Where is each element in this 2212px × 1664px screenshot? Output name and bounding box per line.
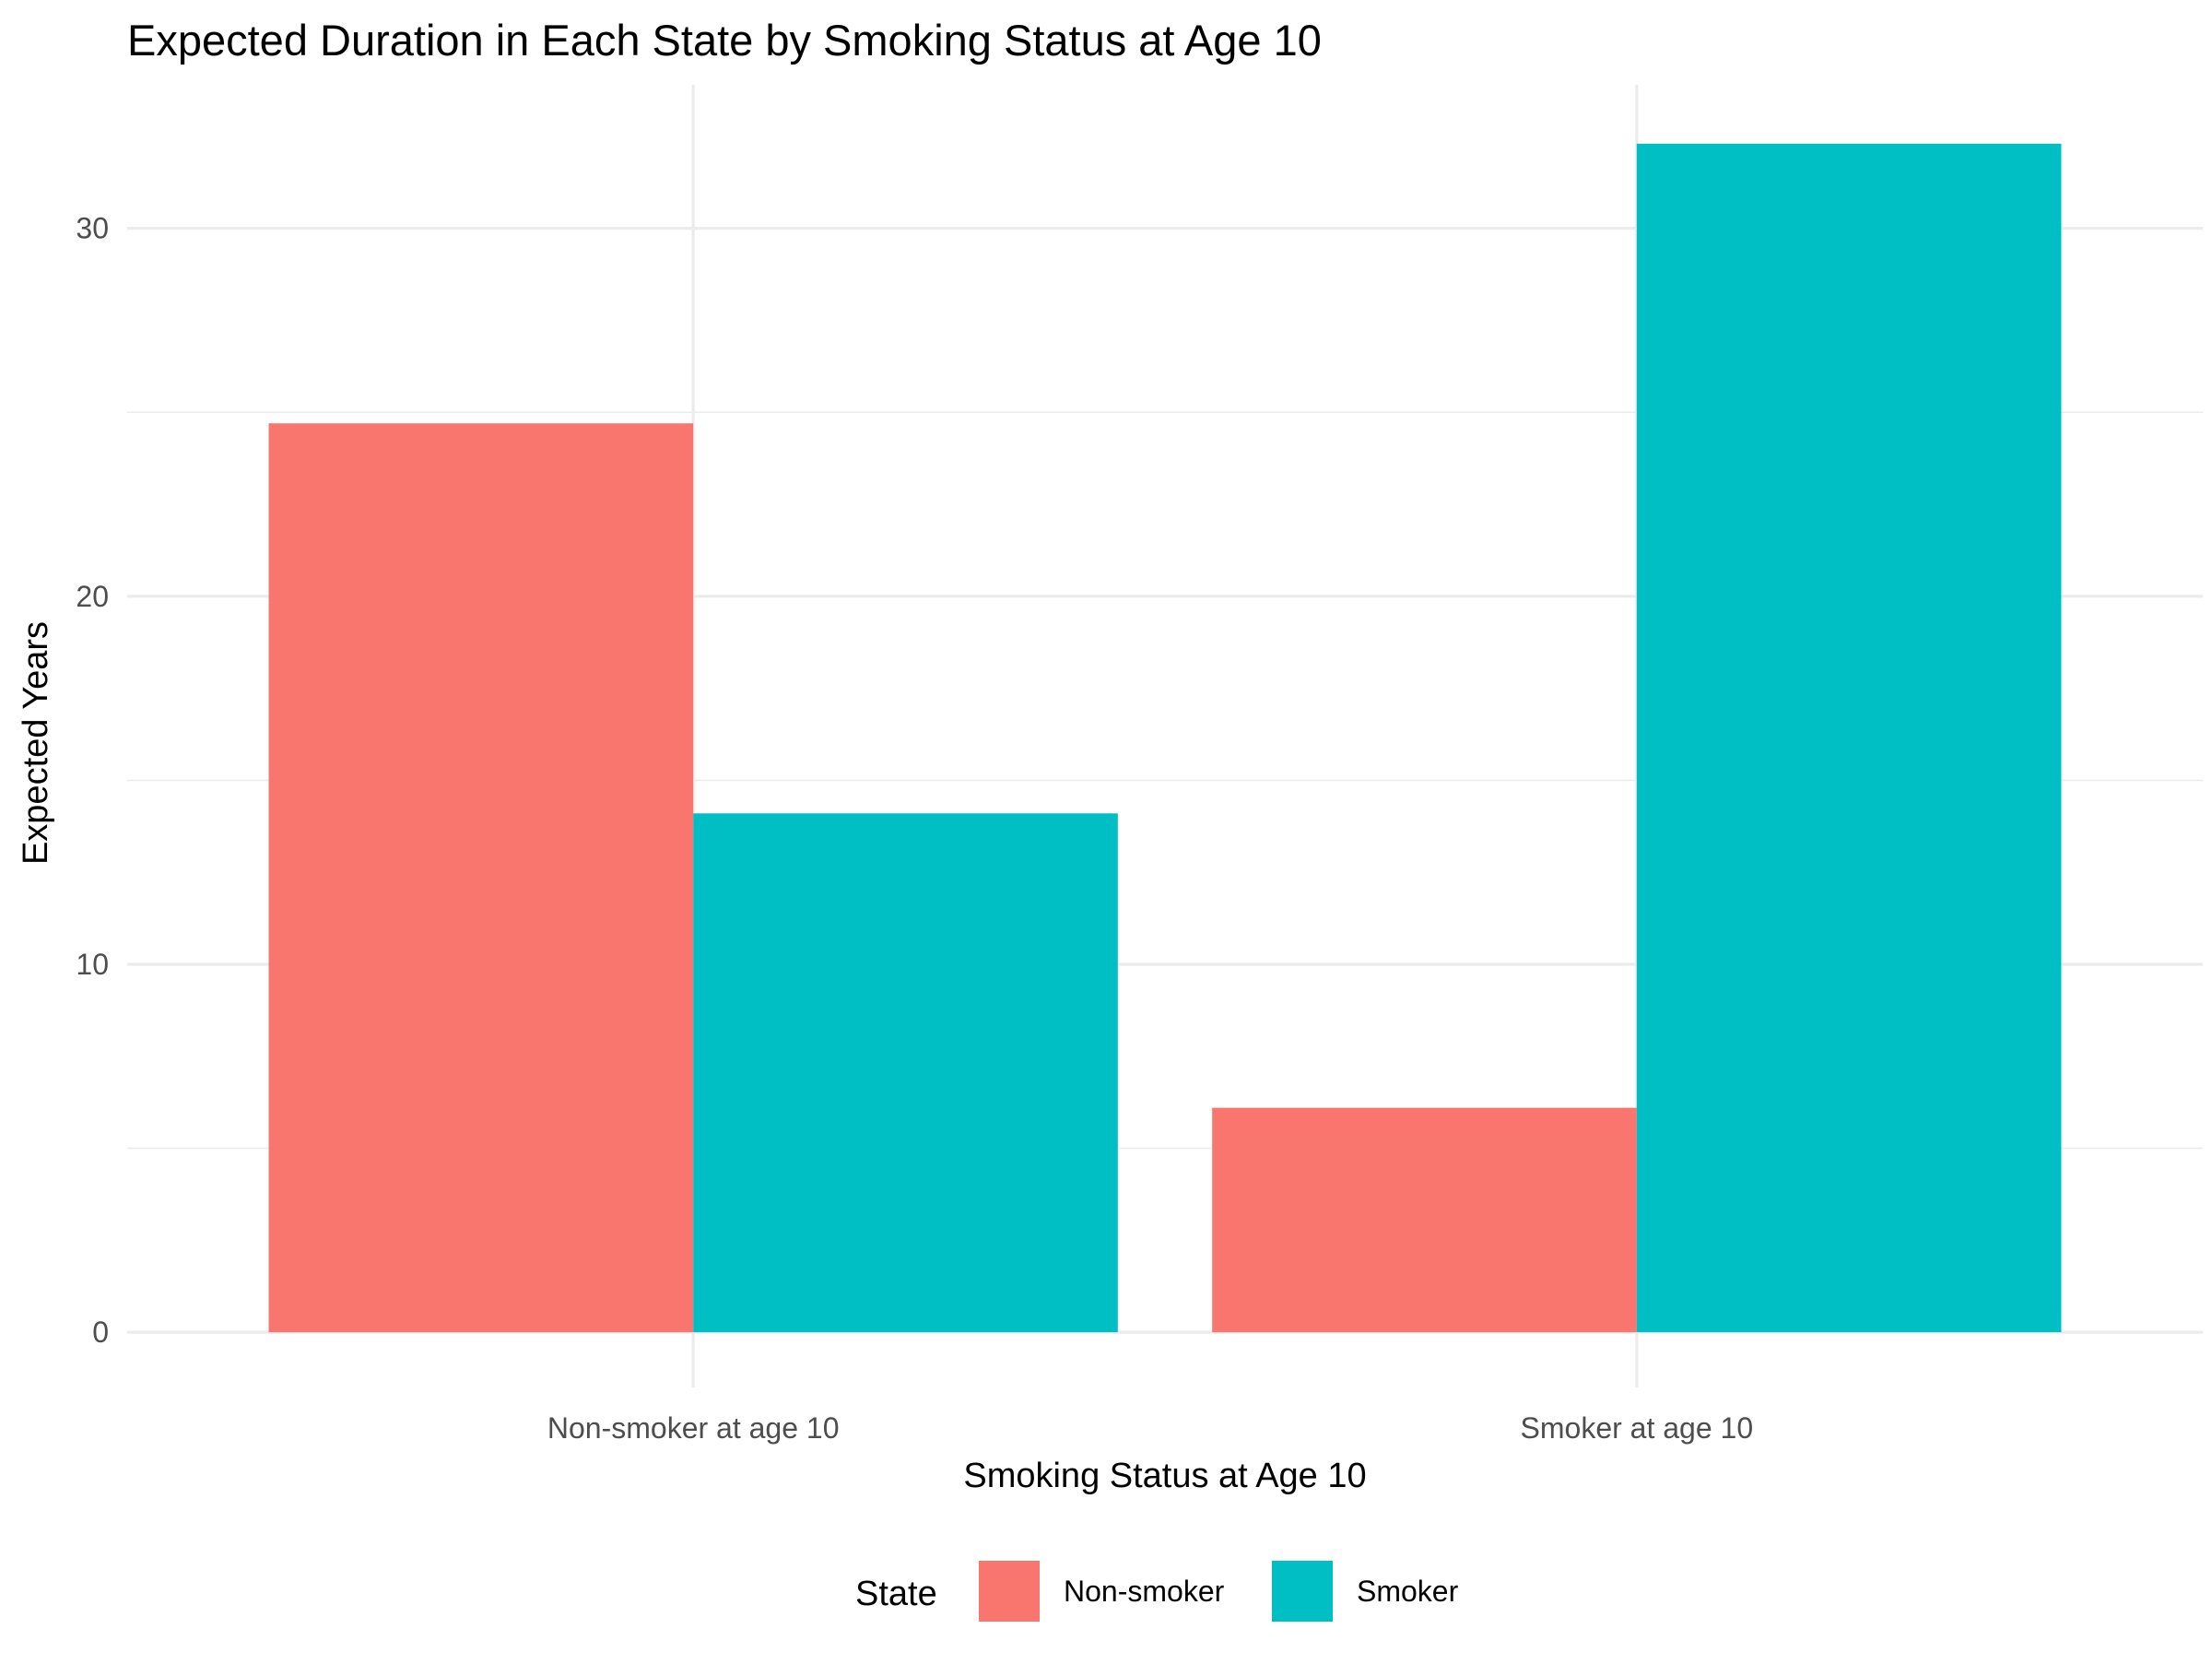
legend-label-non-smoker: Non-smoker: [1064, 1575, 1225, 1608]
legend-items: Non-smoker Smoker: [979, 1561, 1459, 1622]
x-tick-label: Non-smoker at age 10: [547, 1411, 840, 1445]
y-tick-label: 20: [76, 580, 109, 613]
x-axis-ticks: Non-smoker at age 10 Smoker at age 10: [547, 1411, 1753, 1445]
legend-title: State: [855, 1575, 937, 1613]
x-tick-label: Smoker at age 10: [1521, 1411, 1754, 1445]
legend-key-non-smoker: [979, 1561, 1040, 1622]
y-tick-label: 30: [76, 212, 109, 245]
legend: State Non-smoker Smoker: [855, 1561, 1459, 1622]
legend-key-smoker: [1272, 1561, 1333, 1622]
y-tick-label: 10: [76, 948, 109, 981]
legend-label-smoker: Smoker: [1357, 1575, 1459, 1608]
x-axis-title: Smoking Status at Age 10: [963, 1457, 1366, 1495]
y-axis-ticks: 0 10 20 30: [76, 212, 109, 1349]
bar-non-smoker-2: [1212, 1107, 1637, 1333]
bar-smoker-1: [693, 813, 1118, 1333]
chart-title: Expected Duration in Each State by Smoki…: [127, 16, 1322, 65]
bar-non-smoker-1: [268, 423, 694, 1333]
y-axis-title: Expected Years: [17, 621, 55, 865]
bars: [268, 143, 2062, 1333]
y-tick-label: 0: [92, 1316, 109, 1349]
bar-smoker-2: [1636, 143, 2062, 1333]
